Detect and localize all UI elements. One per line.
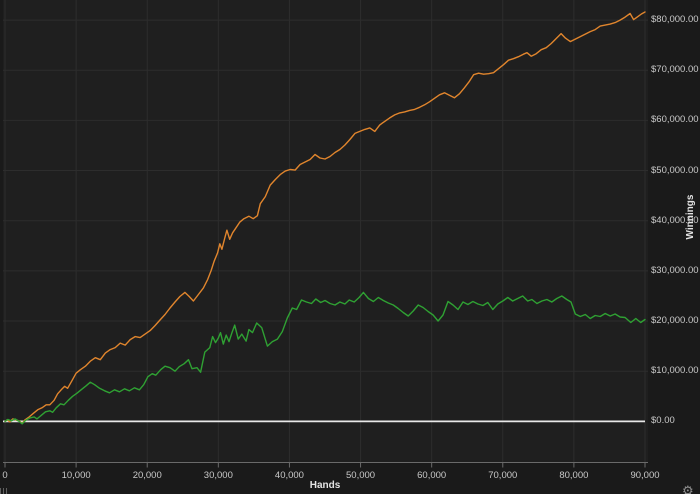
y-tick-label: $20,000.00 xyxy=(651,315,699,327)
y-tick-label: $0.00 xyxy=(651,415,675,427)
x-tick-label: 40,000 xyxy=(274,470,304,481)
settings-gear-icon[interactable]: ⚙ xyxy=(682,483,694,494)
x-tick-label: 70,000 xyxy=(488,470,518,481)
x-tick-label: 30,000 xyxy=(203,470,233,481)
x-tick-label: 10,000 xyxy=(61,470,91,481)
x-tick-label: 20,000 xyxy=(132,470,162,481)
y-tick-label: $30,000.00 xyxy=(651,264,699,276)
plot-background xyxy=(3,0,648,463)
showdown-winnings-line xyxy=(4,291,646,425)
x-axis-title: Hands xyxy=(309,480,341,491)
x-tick-label: 80,000 xyxy=(559,470,589,481)
y-tick-label: $60,000.00 xyxy=(651,114,699,126)
x-tick-label: 60,000 xyxy=(417,470,447,481)
clipped-corner-artifact xyxy=(0,488,8,494)
x-tick-label: 90,000 xyxy=(630,470,660,481)
y-tick-label: $50,000.00 xyxy=(651,164,699,176)
x-tick-label: 50,000 xyxy=(346,470,376,481)
y-tick-label: $10,000.00 xyxy=(651,365,699,377)
y-tick-label: $40,000.00 xyxy=(651,214,699,226)
y-tick-label: $70,000.00 xyxy=(651,64,699,76)
y-axis-title: Winnings xyxy=(685,194,696,240)
y-tick-label: $80,000.00 xyxy=(651,14,699,26)
total-winnings-line xyxy=(4,11,646,425)
x-tick-label: 0 xyxy=(2,470,8,481)
